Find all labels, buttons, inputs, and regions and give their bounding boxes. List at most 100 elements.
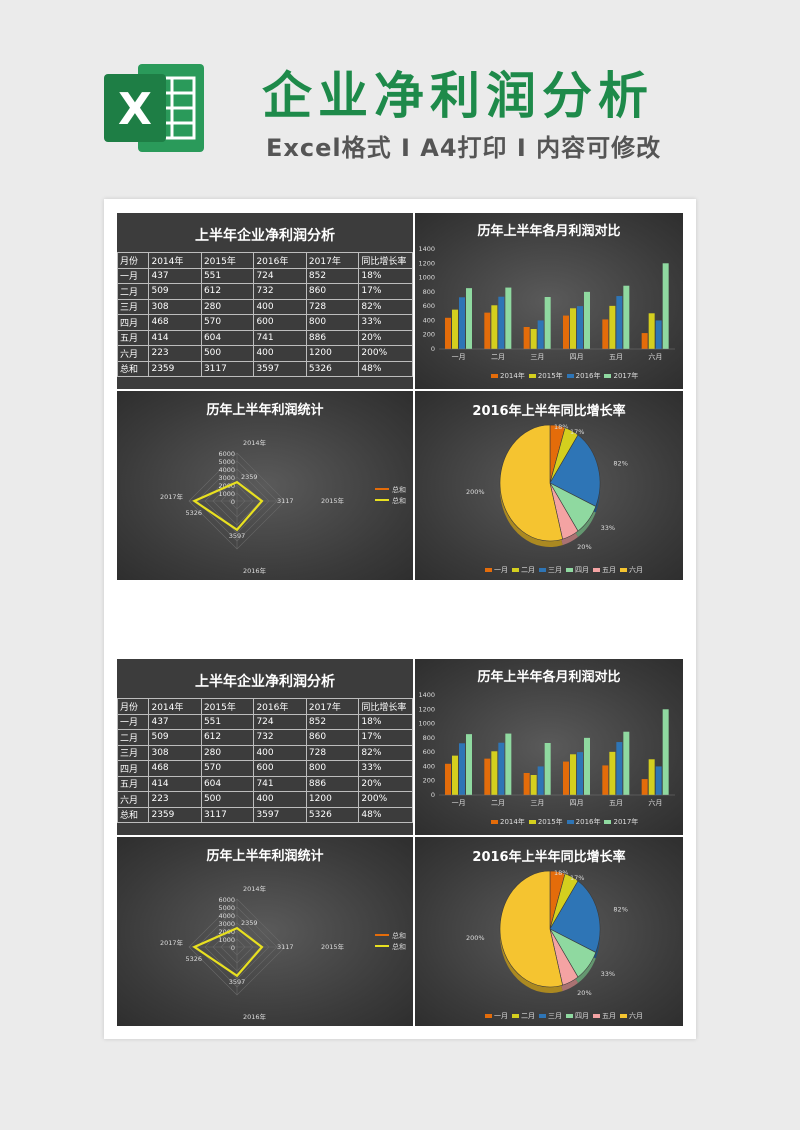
table-cell[interactable]: 308 — [148, 744, 202, 761]
table-cell[interactable]: 223 — [148, 345, 202, 362]
table-cell[interactable]: 852 — [305, 267, 360, 284]
table-cell[interactable]: 18% — [358, 267, 413, 284]
table-cell[interactable]: 612 — [200, 283, 255, 300]
table-cell[interactable]: 852 — [305, 713, 360, 730]
table-cell[interactable]: 886 — [305, 329, 360, 346]
table-cell[interactable]: 509 — [148, 283, 202, 300]
table-cell[interactable]: 三月 — [117, 744, 150, 761]
table-cell[interactable]: 二月 — [117, 729, 150, 746]
table-cell[interactable]: 437 — [148, 267, 202, 284]
table-cell[interactable]: 732 — [253, 729, 307, 746]
table-cell[interactable]: 800 — [305, 314, 360, 331]
table-cell[interactable]: 5326 — [305, 360, 360, 377]
table-cell[interactable]: 437 — [148, 713, 202, 730]
table-cell[interactable]: 总和 — [117, 806, 150, 823]
table-cell[interactable]: 724 — [253, 267, 307, 284]
table-cell[interactable]: 五月 — [117, 329, 150, 346]
table-cell[interactable]: 400 — [253, 298, 307, 315]
table-header-cell[interactable]: 月份 — [117, 698, 150, 715]
table-cell[interactable]: 570 — [200, 760, 255, 777]
table-cell[interactable]: 604 — [200, 775, 255, 792]
table-cell[interactable]: 20% — [358, 775, 413, 792]
table-cell[interactable]: 741 — [253, 775, 307, 792]
pie-chart-panel: 2016年上半年同比增长率 18% 17% 82% 33% 20% 200% 一月 二月 三月… — [415, 837, 683, 1026]
table-header-cell[interactable]: 同比增长率 — [358, 252, 413, 269]
table-cell[interactable]: 468 — [148, 760, 202, 777]
table-cell[interactable]: 48% — [358, 360, 413, 377]
table-cell[interactable]: 六月 — [117, 345, 150, 362]
table-cell[interactable]: 四月 — [117, 760, 150, 777]
table-cell[interactable]: 2359 — [148, 806, 202, 823]
table-cell[interactable]: 400 — [253, 791, 307, 808]
table-cell[interactable]: 860 — [305, 283, 360, 300]
table-cell[interactable]: 33% — [358, 760, 413, 777]
table-cell[interactable]: 82% — [358, 298, 413, 315]
table-header-cell[interactable]: 同比增长率 — [358, 698, 413, 715]
table-cell[interactable]: 414 — [148, 775, 202, 792]
table-cell[interactable]: 308 — [148, 298, 202, 315]
table-cell[interactable]: 1200 — [305, 345, 360, 362]
table-cell[interactable]: 500 — [200, 345, 255, 362]
table-cell[interactable]: 604 — [200, 329, 255, 346]
table-cell[interactable]: 200% — [358, 345, 413, 362]
table-header-cell[interactable]: 2016年 — [253, 252, 307, 269]
table-header-cell[interactable]: 2014年 — [148, 698, 202, 715]
table-cell[interactable]: 总和 — [117, 360, 150, 377]
legend-label: 总和 — [392, 942, 406, 951]
table-cell[interactable]: 3597 — [253, 806, 307, 823]
table-cell[interactable]: 五月 — [117, 775, 150, 792]
table-cell[interactable]: 1200 — [305, 791, 360, 808]
table-header-cell[interactable]: 2017年 — [305, 698, 360, 715]
table-cell[interactable]: 2359 — [148, 360, 202, 377]
legend-swatch — [566, 567, 573, 572]
table-cell[interactable]: 886 — [305, 775, 360, 792]
table-cell[interactable]: 728 — [305, 744, 360, 761]
table-cell[interactable]: 18% — [358, 713, 413, 730]
table-cell[interactable]: 551 — [200, 267, 255, 284]
table-cell[interactable]: 732 — [253, 283, 307, 300]
table-header-cell[interactable]: 2015年 — [200, 698, 255, 715]
table-cell[interactable]: 500 — [200, 791, 255, 808]
table-cell[interactable]: 280 — [200, 744, 255, 761]
table-cell[interactable]: 400 — [253, 345, 307, 362]
table-cell[interactable]: 17% — [358, 283, 413, 300]
table-header-cell[interactable]: 2014年 — [148, 252, 202, 269]
table-cell[interactable]: 741 — [253, 329, 307, 346]
table-cell[interactable]: 3597 — [253, 360, 307, 377]
table-cell[interactable]: 三月 — [117, 298, 150, 315]
table-cell[interactable]: 48% — [358, 806, 413, 823]
table-header-cell[interactable]: 2015年 — [200, 252, 255, 269]
table-cell[interactable]: 551 — [200, 713, 255, 730]
table-cell[interactable]: 82% — [358, 744, 413, 761]
table-cell[interactable]: 414 — [148, 329, 202, 346]
table-cell[interactable]: 280 — [200, 298, 255, 315]
table-cell[interactable]: 728 — [305, 298, 360, 315]
table-header-cell[interactable]: 2017年 — [305, 252, 360, 269]
table-cell[interactable]: 六月 — [117, 791, 150, 808]
table-header-cell[interactable]: 2016年 — [253, 698, 307, 715]
table-cell[interactable]: 600 — [253, 314, 307, 331]
table-cell[interactable]: 3117 — [200, 360, 255, 377]
table-cell[interactable]: 800 — [305, 760, 360, 777]
table-cell[interactable]: 200% — [358, 791, 413, 808]
table-cell[interactable]: 5326 — [305, 806, 360, 823]
table-cell[interactable]: 33% — [358, 314, 413, 331]
bar — [609, 305, 616, 349]
table-cell[interactable]: 一月 — [117, 267, 150, 284]
table-cell[interactable]: 17% — [358, 729, 413, 746]
table-cell[interactable]: 一月 — [117, 713, 150, 730]
table-header-cell[interactable]: 月份 — [117, 252, 150, 269]
table-cell[interactable]: 468 — [148, 314, 202, 331]
table-cell[interactable]: 400 — [253, 744, 307, 761]
table-cell[interactable]: 860 — [305, 729, 360, 746]
table-cell[interactable]: 四月 — [117, 314, 150, 331]
table-cell[interactable]: 509 — [148, 729, 202, 746]
table-cell[interactable]: 724 — [253, 713, 307, 730]
table-cell[interactable]: 223 — [148, 791, 202, 808]
table-cell[interactable]: 3117 — [200, 806, 255, 823]
table-cell[interactable]: 20% — [358, 329, 413, 346]
table-cell[interactable]: 600 — [253, 760, 307, 777]
table-cell[interactable]: 二月 — [117, 283, 150, 300]
table-cell[interactable]: 612 — [200, 729, 255, 746]
table-cell[interactable]: 570 — [200, 314, 255, 331]
